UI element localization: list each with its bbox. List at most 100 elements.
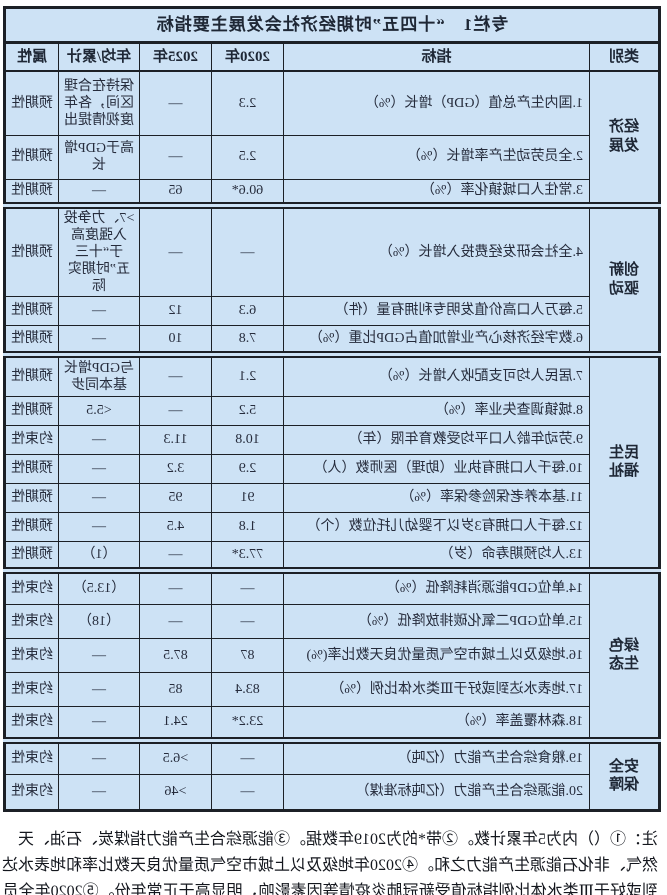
table-row: 20.能源综合生产能力（亿吨标准煤） — >46 — 约束性	[4, 774, 660, 811]
table-row: 11.基本养老保险参保率（%） 91 95 — 预期性	[4, 483, 660, 513]
value-2020-cell: 1.8	[211, 512, 284, 542]
indicator-cell: 14.单位GDP能源消耗降低（%）	[283, 570, 590, 605]
value-2020-cell: 23.2*	[211, 706, 284, 741]
col-header-indicator: 指标	[283, 42, 590, 71]
value-2020-cell: 10.8	[211, 425, 284, 455]
category-cell: 创新 驱动	[589, 205, 660, 355]
attr-cell: 预期性	[4, 205, 59, 297]
avg-cell: —	[58, 638, 140, 673]
attr-cell: 预期性	[4, 179, 59, 205]
avg-cell: —	[58, 672, 140, 707]
indicator-cell: 2.全员劳动生产率增长（%）	[283, 135, 590, 179]
indicator-cell: 1.国内生产总值（GDP）增长（%）	[283, 71, 590, 135]
category-cell: 经济 发展	[589, 71, 660, 205]
indicator-cell: 18.森林覆盖率（%）	[283, 706, 590, 741]
indicator-cell: 5.每万人口高价值发明专利拥有量（件）	[283, 296, 590, 326]
value-2020-cell: 91	[211, 483, 284, 513]
attr-cell: 预期性	[4, 71, 59, 135]
avg-cell: —	[58, 483, 140, 513]
value-2025-cell: 10	[139, 325, 212, 355]
value-2020-cell: 2.9	[211, 454, 284, 484]
value-2025-cell: —	[139, 71, 212, 135]
avg-cell: —	[58, 325, 140, 355]
avg-cell: —	[58, 512, 140, 542]
avg-cell: （1）	[58, 541, 140, 571]
value-2020-cell: —	[211, 570, 284, 605]
footnote-line: 到或好于Ⅲ类水体比例指标值受新冠肺炎疫情等因素影响，明显高于正常年份。⑤2020…	[2, 882, 658, 895]
table-row: 2.全员劳动生产率增长（%） 2.5 — 高于GDP增长 预期性	[4, 135, 660, 179]
avg-cell: —	[58, 179, 140, 205]
col-header-category: 类别	[589, 42, 660, 71]
avg-cell: >7、力争投入强度高于“十三五”时期实际	[58, 205, 140, 297]
value-2025-cell: —	[139, 570, 212, 605]
value-2025-cell: —	[139, 604, 212, 639]
indicator-cell: 3.常住人口城镇化率（%）	[283, 179, 590, 205]
indicator-cell: 9.劳动年龄人口平均受教育年限（年）	[283, 425, 590, 455]
value-2020-cell: —	[211, 205, 284, 297]
avg-cell: —	[58, 774, 140, 811]
category-cell: 民生 福祉	[589, 354, 660, 571]
indicator-cell: 11.基本养老保险参保率（%）	[283, 483, 590, 513]
table-row: 8.城镇调查失业率（%） 5.2 — <5.5 预期性	[4, 396, 660, 426]
col-header-attr: 属性	[4, 42, 59, 71]
avg-cell: —	[58, 740, 140, 775]
value-2025-cell: 12	[139, 296, 212, 326]
value-2025-cell: 3.2	[139, 454, 212, 484]
attr-cell: 预期性	[4, 483, 59, 513]
plan-indicators-table: 专栏1 “十四五”时期经济社会发展主要指标 类别 指标 2020年 2025年 …	[3, 6, 661, 812]
value-2020-cell: 83.4	[211, 672, 284, 707]
col-header-2025: 2025年	[139, 42, 212, 71]
attr-cell: 预期性	[4, 296, 59, 326]
indicator-cell: 4.全社会研发经费投入增长（%）	[283, 205, 590, 297]
value-2025-cell: 95	[139, 483, 212, 513]
avg-cell: 高于GDP增长	[58, 135, 140, 179]
table-row: 12.每千人口拥有3岁以下婴幼儿托位数（个） 1.8 4.5 — 预期性	[4, 512, 660, 542]
title-row: 专栏1 “十四五”时期经济社会发展主要指标	[4, 7, 660, 43]
indicator-cell: 10.每千人口拥有执业（助理）医师数（人）	[283, 454, 590, 484]
value-2025-cell: —	[139, 205, 212, 297]
table-row: 13.人均预期寿命（岁） 77.3* — （1） 预期性	[4, 541, 660, 571]
value-2020-cell: 5.2	[211, 396, 284, 426]
value-2020-cell: 2.3	[211, 71, 284, 135]
value-2025-cell: 87.5	[139, 638, 212, 673]
avg-cell: 与GDP增长基本同步	[58, 354, 140, 397]
indicator-cell: 19.粮食综合生产能力（亿吨）	[283, 740, 590, 775]
value-2020-cell: 87	[211, 638, 284, 673]
indicator-cell: 12.每千人口拥有3岁以下婴幼儿托位数（个）	[283, 512, 590, 542]
value-2025-cell: 85	[139, 672, 212, 707]
attr-cell: 约束性	[4, 740, 59, 775]
value-2020-cell: 7.8	[211, 325, 284, 355]
table-row: 18.森林覆盖率（%） 23.2* 24.1 — 约束性	[4, 706, 660, 741]
indicator-cell: 7.居民人均可支配收入增长（%）	[283, 354, 590, 397]
category-cell: 安全 保障	[589, 740, 660, 811]
value-2020-cell: —	[211, 774, 284, 811]
table-row: 3.常住人口城镇化率（%） 60.6* 65 — 预期性	[4, 179, 660, 205]
indicator-cell: 16.地级及以上城市空气质量优良天数比率(%)	[283, 638, 590, 673]
col-header-avg: 年均/累计	[58, 42, 140, 71]
table-row: 6.数字经济核心产业增加值占GDP比重（%） 7.8 10 — 预期性	[4, 325, 660, 355]
value-2020-cell: —	[211, 740, 284, 775]
attr-cell: 约束性	[4, 604, 59, 639]
indicator-cell: 8.城镇调查失业率（%）	[283, 396, 590, 426]
table-row: 民生 福祉 7.居民人均可支配收入增长（%） 2.1 — 与GDP增长基本同步 …	[4, 354, 660, 571]
table-row: 绿色 生态 14.单位GDP能源消耗降低（%） — — （13.5） 约束性	[4, 570, 660, 741]
indicator-cell: 13.人均预期寿命（岁）	[283, 541, 590, 571]
table-row: 安全 保障 19.粮食综合生产能力（亿吨） — >6.5 — 约束性	[4, 740, 660, 811]
value-2025-cell: —	[139, 396, 212, 426]
value-2025-cell: 65	[139, 179, 212, 205]
avg-cell: <5.5	[58, 396, 140, 426]
table-row: 15.单位GDP二氧化碳排放降低（%） — — （18） 约束性	[4, 604, 660, 639]
value-2020-cell: 2.1	[211, 354, 284, 397]
avg-cell: （13.5）	[58, 570, 140, 605]
indicator-cell: 6.数字经济核心产业增加值占GDP比重（%）	[283, 325, 590, 355]
value-2025-cell: 24.1	[139, 706, 212, 741]
attr-cell: 约束性	[4, 638, 59, 673]
category-cell: 绿色 生态	[589, 570, 660, 741]
value-2020-cell: 60.6*	[211, 179, 284, 205]
value-2025-cell: —	[139, 541, 212, 571]
value-2025-cell: 4.5	[139, 512, 212, 542]
avg-cell: 保持在合理区间，各年度视情提出	[58, 71, 140, 135]
